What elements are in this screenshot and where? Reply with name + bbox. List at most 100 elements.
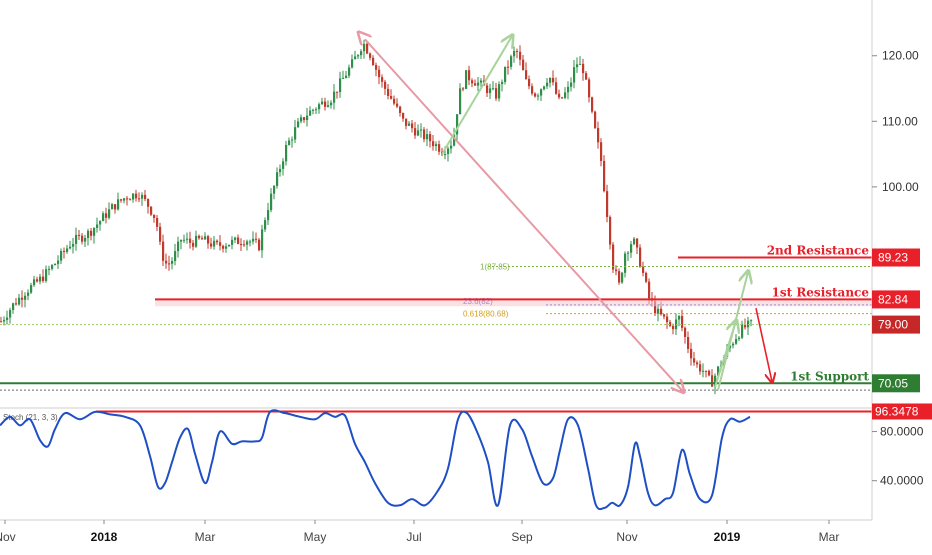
candle-body — [708, 370, 711, 376]
candle-body — [732, 343, 735, 346]
candle-body — [30, 285, 33, 293]
candle-body — [717, 366, 720, 376]
candle-body — [123, 198, 126, 201]
candle-body — [63, 250, 66, 252]
candle-body — [93, 227, 96, 236]
candle-body — [267, 210, 270, 221]
candle-body — [39, 276, 42, 282]
candle-body — [618, 271, 621, 283]
candle-body — [606, 191, 609, 217]
candle-body — [381, 77, 384, 82]
candle-body — [690, 348, 693, 359]
candle-body — [696, 362, 699, 365]
candle-body — [555, 82, 558, 94]
candle-body — [525, 70, 528, 79]
time-tick-label: Mar — [819, 530, 840, 544]
candle-body — [681, 316, 684, 328]
candle-body — [132, 193, 135, 200]
candle-body — [459, 88, 462, 115]
fib-level-label: 23.6(82) — [463, 297, 493, 306]
fib-level-label: 1(87.85) — [480, 263, 510, 272]
candle-body — [51, 265, 54, 269]
candle-body — [246, 241, 249, 245]
candle-body — [243, 244, 246, 246]
candle-body — [147, 199, 150, 207]
candle-body — [429, 134, 432, 142]
candle-body — [117, 199, 120, 210]
level-price-tag — [872, 290, 920, 309]
candle-body — [699, 364, 702, 372]
candle-body — [153, 214, 156, 218]
candle-body — [48, 268, 51, 270]
stoch-level-tag-text: 96.3478 — [875, 404, 919, 418]
candle-body — [702, 370, 705, 372]
candle-body — [321, 101, 324, 105]
candle-body — [231, 239, 234, 245]
candle-body — [363, 43, 366, 52]
candle-body — [99, 221, 102, 225]
candle-body — [714, 375, 717, 387]
candle-body — [285, 144, 288, 162]
candle-body — [318, 104, 321, 110]
candle-body — [315, 109, 318, 111]
candle-body — [741, 324, 744, 338]
candle-body — [549, 77, 552, 83]
candle-body — [90, 230, 93, 236]
candle-body — [288, 140, 291, 145]
candle-body — [543, 86, 546, 90]
last-price-tag-text: 79.00 — [878, 318, 908, 332]
candle-body — [276, 172, 279, 186]
candle-body — [387, 88, 390, 97]
candle-body — [516, 50, 519, 52]
candle-body — [498, 84, 501, 99]
candle-body — [639, 247, 642, 267]
candle-body — [603, 160, 606, 192]
candle-body — [84, 237, 87, 242]
candle-body — [438, 144, 441, 152]
candle-body — [474, 83, 477, 86]
candle-body — [324, 101, 327, 107]
candle-body — [72, 243, 75, 247]
candle-body — [165, 260, 168, 264]
candle-body — [174, 251, 177, 261]
candle-body — [738, 337, 741, 340]
candle-body — [417, 130, 420, 136]
candle-body — [465, 70, 468, 89]
candle-body — [402, 113, 405, 119]
candle-body — [156, 217, 159, 227]
candle-body — [273, 185, 276, 194]
candle-body — [693, 358, 696, 363]
time-tick-label: Mar — [195, 530, 216, 544]
candle-body — [567, 86, 570, 93]
candle-body — [462, 88, 465, 90]
candle-body — [705, 370, 708, 372]
candle-body — [54, 263, 57, 266]
candle-body — [204, 236, 207, 240]
candle-body — [390, 96, 393, 99]
candle-body — [579, 63, 582, 65]
candle-body — [660, 308, 663, 315]
candle-body — [489, 88, 492, 94]
candle-body — [234, 237, 237, 240]
candle-body — [168, 263, 171, 265]
candle-body — [393, 98, 396, 104]
candle-body — [15, 303, 18, 305]
candle-body — [135, 193, 138, 199]
candle-body — [192, 242, 195, 247]
candle-body — [432, 141, 435, 147]
candle-body — [336, 91, 339, 93]
candle-body — [129, 199, 132, 201]
candle-body — [477, 82, 480, 86]
candle-body — [612, 244, 615, 270]
candle-body — [12, 303, 15, 310]
candle-body — [480, 80, 483, 83]
candle-body — [573, 67, 576, 83]
candle-body — [564, 92, 567, 98]
candle-body — [9, 309, 12, 318]
candle-body — [396, 103, 399, 107]
candle-body — [144, 194, 147, 200]
candle-body — [21, 297, 24, 300]
price-pane: 1(87.85) 23.6(82) 0.618(80.68) 2nd Resistan… — [0, 36, 872, 394]
